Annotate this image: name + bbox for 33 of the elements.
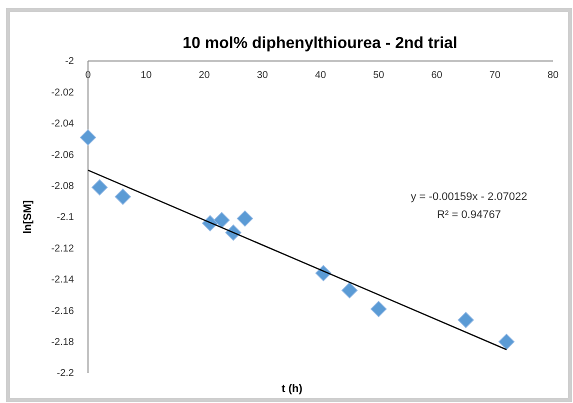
- x-tick-label: 50: [373, 70, 385, 82]
- annotation: y = -0.00159x - 2.07022: [410, 191, 528, 203]
- x-tick-label: 70: [489, 70, 501, 82]
- y-tick-label: -2.2: [56, 368, 74, 380]
- chart-title: 10 mol% diphenylthiourea - 2nd trial: [182, 35, 458, 52]
- x-tick-label: 80: [547, 70, 559, 82]
- x-tick-label: 10: [140, 70, 152, 82]
- x-tick-label: 60: [431, 70, 443, 82]
- y-tick-label: -2: [65, 56, 74, 68]
- annotation: R² = 0.94767: [437, 209, 501, 221]
- y-tick-label: -2.1: [56, 212, 74, 224]
- y-tick-label: -2.06: [51, 150, 74, 161]
- x-tick-label: 30: [256, 70, 268, 82]
- point: [114, 188, 131, 205]
- point: [236, 210, 254, 227]
- x-tick-label: 20: [198, 70, 210, 82]
- point: [80, 129, 96, 146]
- point: [214, 212, 230, 228]
- y-axis-title: ln[SM]: [22, 200, 34, 234]
- y-tick-label: -2.12: [51, 243, 74, 254]
- point: [498, 334, 515, 350]
- point: [370, 300, 387, 318]
- point: [458, 312, 474, 328]
- point: [341, 282, 358, 298]
- y-tick-label: -2.14: [51, 274, 74, 286]
- y-tick-label: -2.18: [51, 337, 74, 348]
- y-tick-label: -2.04: [51, 118, 74, 130]
- y-tick-label: -2.08: [51, 181, 74, 192]
- x-tick-label: 40: [314, 70, 326, 82]
- point: [92, 179, 108, 196]
- y-tick-label: -2.16: [51, 306, 74, 317]
- x-axis-title: t (h): [282, 383, 303, 395]
- y-tick-label: -2.02: [51, 87, 74, 98]
